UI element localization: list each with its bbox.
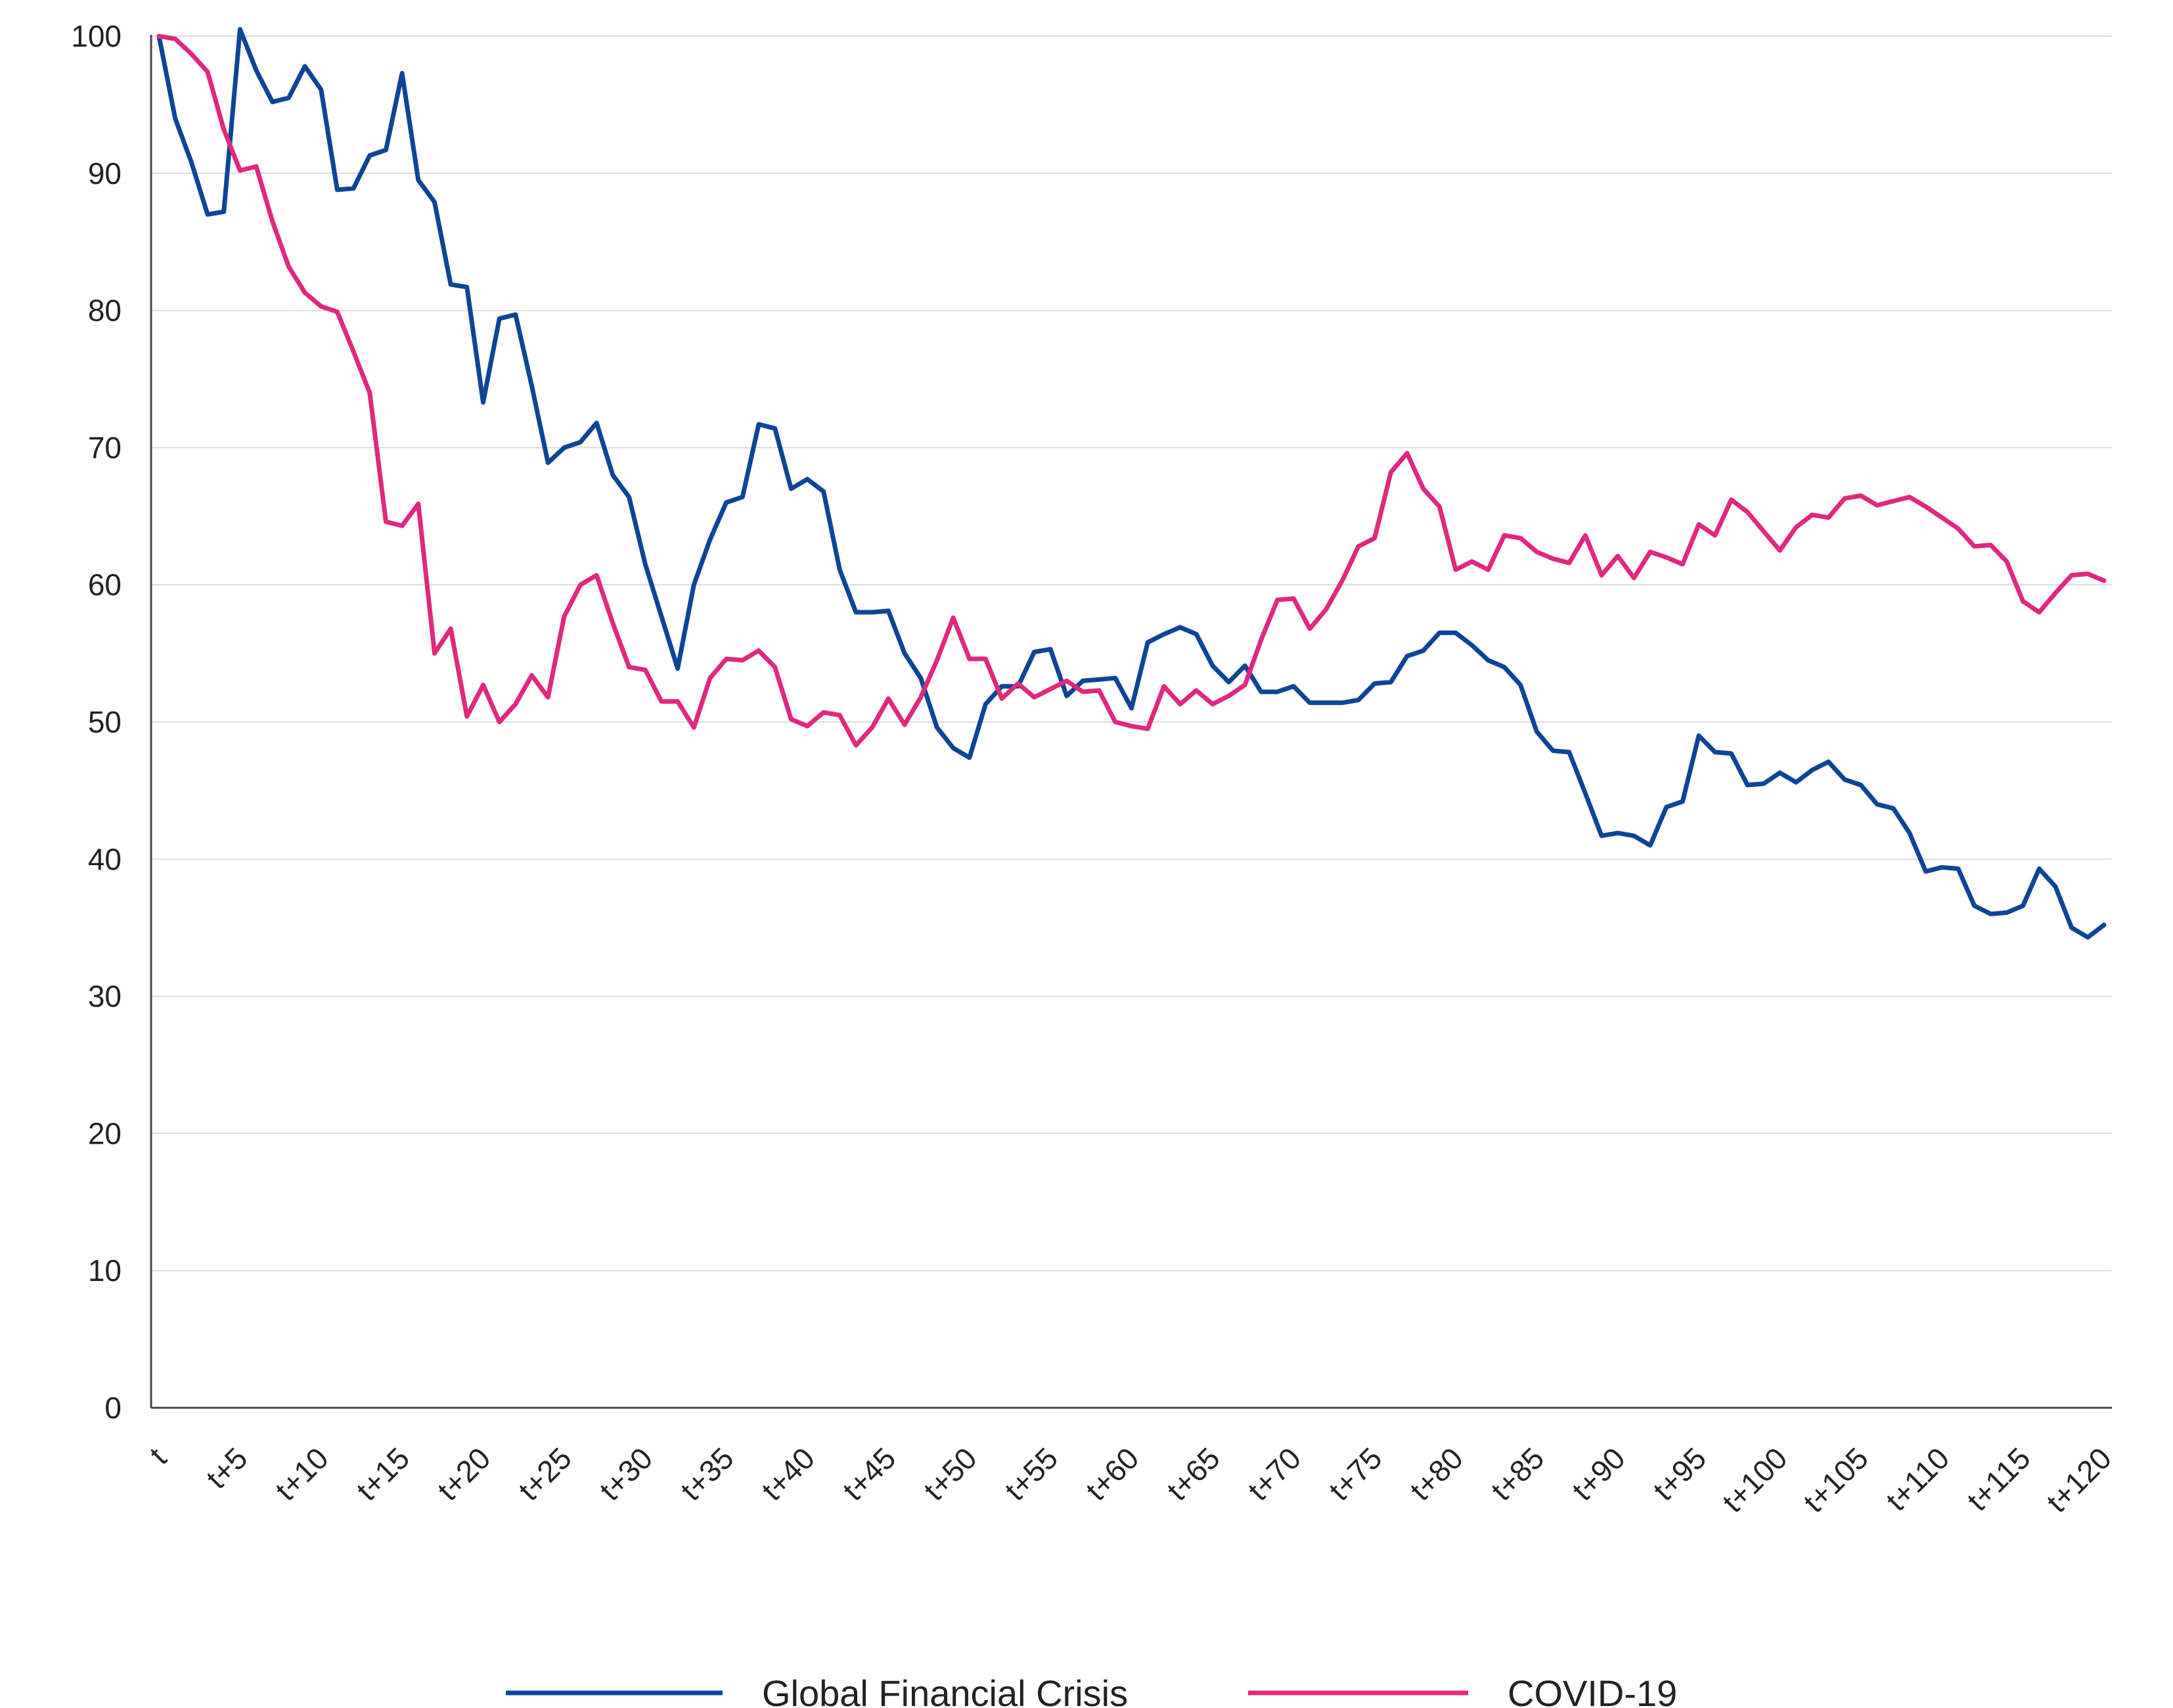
y-tick-label: 50 (88, 705, 122, 739)
x-tick-label: t+80 (1403, 1441, 1469, 1507)
gridlines (151, 35, 2112, 1272)
x-axis-tick-labels: t t+5 t+10 t+15 t+20 t+25 t+30 t+35 t+40 t+45 t+50… (143, 1441, 2118, 1519)
x-tick-label: t+100 (1715, 1441, 1793, 1519)
y-axis-tick-labels: 0 10 20 30 40 50 60 70 80 90 100 (71, 19, 122, 1425)
x-tick-label: t+115 (1960, 1441, 2037, 1517)
x-tick-label: t+110 (1879, 1441, 1956, 1517)
y-tick-label: 100 (71, 19, 122, 53)
x-tick-label: t+10 (269, 1441, 335, 1507)
x-tick-label: t+55 (998, 1441, 1064, 1507)
x-tick-label: t+20 (431, 1441, 497, 1507)
series-line-global-financial-crisis (156, 27, 2107, 940)
y-tick-label: 90 (88, 156, 122, 191)
x-tick-label: t+40 (755, 1441, 821, 1507)
x-tick-label: t+65 (1160, 1441, 1226, 1507)
x-tick-label: t+95 (1646, 1441, 1713, 1507)
series-line-covid-19 (156, 34, 2107, 748)
x-tick-label: t+85 (1484, 1441, 1550, 1507)
legend-label-covid-19: COVID-19 (1508, 1673, 1677, 1708)
x-tick-label: t+90 (1565, 1441, 1632, 1507)
x-tick-label: t+15 (349, 1441, 416, 1507)
x-tick-label: t (143, 1441, 173, 1471)
y-tick-label: 80 (88, 294, 122, 328)
legend-label-global-financial-crisis: Global Financial Crisis (762, 1673, 1128, 1708)
y-tick-label: 0 (104, 1391, 122, 1425)
x-tick-label: t+45 (836, 1441, 902, 1507)
legend: Global Financial Crisis COVID-19 (506, 1673, 1677, 1708)
x-tick-label: t+60 (1079, 1441, 1146, 1507)
x-tick-label: t+105 (1797, 1441, 1875, 1519)
y-tick-label: 40 (88, 842, 122, 876)
x-tick-label: t+25 (512, 1441, 578, 1507)
y-tick-label: 20 (88, 1116, 122, 1150)
x-tick-label: t+50 (917, 1441, 983, 1507)
x-tick-label: t+30 (593, 1441, 659, 1507)
y-tick-label: 30 (88, 979, 122, 1014)
y-tick-label: 60 (88, 568, 122, 602)
series-lines (156, 27, 2107, 940)
x-tick-label: t+5 (200, 1441, 254, 1495)
y-tick-label: 10 (88, 1253, 122, 1288)
x-tick-label: t+70 (1241, 1441, 1307, 1507)
x-tick-label: t+120 (2040, 1441, 2118, 1519)
x-tick-label: t+75 (1322, 1441, 1389, 1507)
y-tick-label: 70 (88, 430, 122, 464)
x-tick-label: t+35 (674, 1441, 740, 1507)
